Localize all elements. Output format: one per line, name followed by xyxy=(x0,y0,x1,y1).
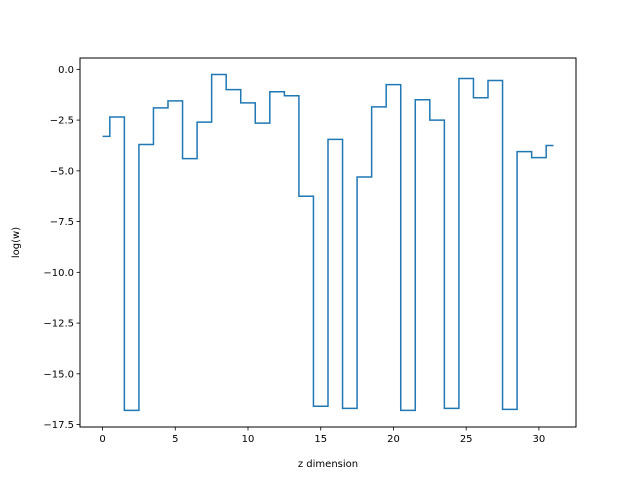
series-line-0 xyxy=(102,73,554,412)
y-tick-label: 0.0 xyxy=(58,65,74,76)
y-tick-label: −17.5 xyxy=(43,420,74,431)
y-tick-label: −7.5 xyxy=(50,217,74,228)
y-tick-label: −5.0 xyxy=(50,166,74,177)
x-tick-label: 25 xyxy=(460,434,473,445)
x-tick-label: 15 xyxy=(314,434,327,445)
series-layer xyxy=(102,73,554,412)
y-tick-label: −2.5 xyxy=(50,116,74,127)
x-tick-label: 20 xyxy=(387,434,400,445)
y-tick-label: −12.5 xyxy=(43,319,74,330)
x-tick-label: 5 xyxy=(172,434,178,445)
x-tick-label: 30 xyxy=(533,434,546,445)
y-axis-label: log(w) xyxy=(11,227,22,258)
ticks-layer: 0 5 10 15 20 25 30 0.0 −2.5 −5.0 −7.5 −10.0 −12.5 −15… xyxy=(43,65,545,445)
x-axis-label: z dimension xyxy=(298,459,358,470)
y-tick-label: −10.0 xyxy=(43,268,74,279)
plot-frame xyxy=(79,57,577,428)
y-tick-label: −15.0 xyxy=(43,369,74,380)
x-tick-label: 10 xyxy=(242,434,255,445)
x-tick-label: 0 xyxy=(99,434,105,445)
